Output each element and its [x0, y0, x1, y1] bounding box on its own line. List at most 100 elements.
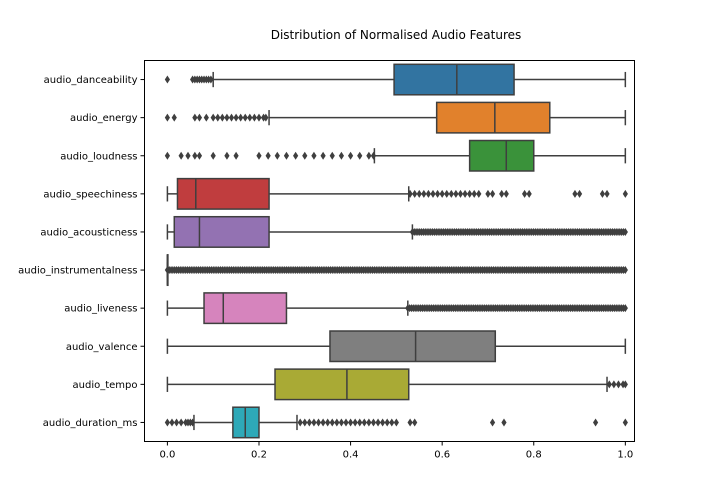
outlier-point [370, 151, 377, 160]
boxes-layer [164, 63, 628, 439]
outlier-point [203, 113, 209, 122]
outlier-point [256, 151, 262, 160]
y-tick-label: audio_liveness [64, 304, 137, 315]
outlier-point [499, 189, 505, 198]
box-iqr [393, 63, 515, 96]
outlier-point [164, 75, 170, 84]
outlier-point [338, 151, 345, 160]
outlier-point [366, 151, 372, 160]
outlier-point [439, 189, 445, 198]
outlier-point [366, 418, 372, 427]
outlier-point [615, 380, 622, 389]
outlier-point [412, 189, 418, 198]
box-audio_duration_ms [164, 406, 628, 439]
outlier-point [448, 189, 454, 198]
outlier-point [192, 151, 198, 160]
box-audio_acousticness [166, 215, 628, 248]
outlier-point [471, 189, 477, 198]
y-tick-label: audio_instrumentalness [18, 266, 137, 277]
y-tick-label: audio_danceability [44, 75, 138, 86]
outlier-point [210, 151, 216, 160]
outlier-point [444, 189, 450, 198]
outlier-point [599, 189, 606, 198]
box-iqr [468, 139, 535, 172]
box-audio_instrumentalness [164, 254, 628, 287]
outlier-point [265, 151, 271, 160]
outlier-point [485, 189, 491, 198]
outlier-point [171, 113, 177, 122]
outlier-point [416, 189, 422, 198]
outlier-point [173, 418, 180, 427]
outlier-point [604, 189, 610, 198]
box-audio_energy [164, 101, 627, 134]
outlier-point [178, 151, 184, 160]
outlier-point [192, 113, 198, 122]
outlier-point [311, 151, 317, 160]
outlier-point [361, 418, 367, 427]
outlier-point [233, 113, 239, 122]
outlier-point [164, 418, 170, 427]
outlier-point [320, 418, 326, 427]
outlier-point [164, 113, 170, 122]
outlier-point [169, 418, 175, 427]
x-tick-label: 0.8 [526, 450, 542, 461]
box-audio_speechiness [166, 177, 628, 210]
outlier-point [434, 189, 441, 198]
outlier-point [306, 418, 312, 427]
outlier-point [196, 151, 203, 160]
chart-title: Distribution of Normalised Audio Feature… [271, 28, 522, 42]
outlier-point [228, 113, 235, 122]
y-tick-label: audio_tempo [73, 380, 138, 391]
outlier-point [208, 75, 214, 84]
outlier-point [380, 418, 386, 427]
outlier-point [370, 418, 377, 427]
outlier-point [302, 151, 308, 160]
outlier-point [196, 113, 203, 122]
outlier-point [325, 418, 331, 427]
plot-area [144, 60, 635, 442]
x-tick-label: 0.0 [159, 450, 175, 461]
outlier-point [457, 189, 464, 198]
outlier-point [467, 189, 473, 198]
box-iqr [203, 292, 288, 325]
outlier-point [242, 113, 248, 122]
box-audio_loudness [164, 139, 627, 172]
x-tick-label: 1.0 [617, 450, 633, 461]
box-iqr [435, 101, 551, 134]
outlier-point [425, 189, 432, 198]
outlier-point [347, 151, 354, 160]
outlier-point [185, 151, 191, 160]
outlier-point [315, 418, 322, 427]
outlier-point [375, 418, 381, 427]
x-axis: 0.0 0.2 0.4 0.6 0.8 1.0 [159, 441, 633, 461]
outlier-point [320, 151, 326, 160]
y-tick-label: audio_loudness [60, 151, 137, 162]
outlier-point [251, 113, 258, 122]
box-audio_valence [166, 330, 627, 363]
outlier-point [462, 189, 468, 198]
outlier-point [622, 418, 628, 427]
outlier-point [622, 189, 628, 198]
outlier-point [384, 418, 390, 427]
outlier-point [521, 189, 528, 198]
outlier-point [256, 113, 262, 122]
outlier-point [274, 151, 280, 160]
outlier-point [334, 418, 340, 427]
box-iqr [176, 177, 270, 210]
outlier-point [611, 380, 617, 389]
outlier-point [343, 418, 349, 427]
outlier-point [233, 151, 239, 160]
outlier-point [592, 418, 599, 427]
box-iqr [274, 368, 410, 401]
outlier-point [311, 418, 317, 427]
outlier-point [224, 151, 230, 160]
outlier-point [164, 151, 170, 160]
outlier-point [219, 113, 225, 122]
y-tick-label: audio_acousticness [40, 227, 137, 238]
outlier-point [407, 418, 413, 427]
outlier-point [430, 189, 436, 198]
outlier-point [263, 113, 269, 122]
outlier-point [178, 418, 184, 427]
outlier-point [297, 418, 303, 427]
